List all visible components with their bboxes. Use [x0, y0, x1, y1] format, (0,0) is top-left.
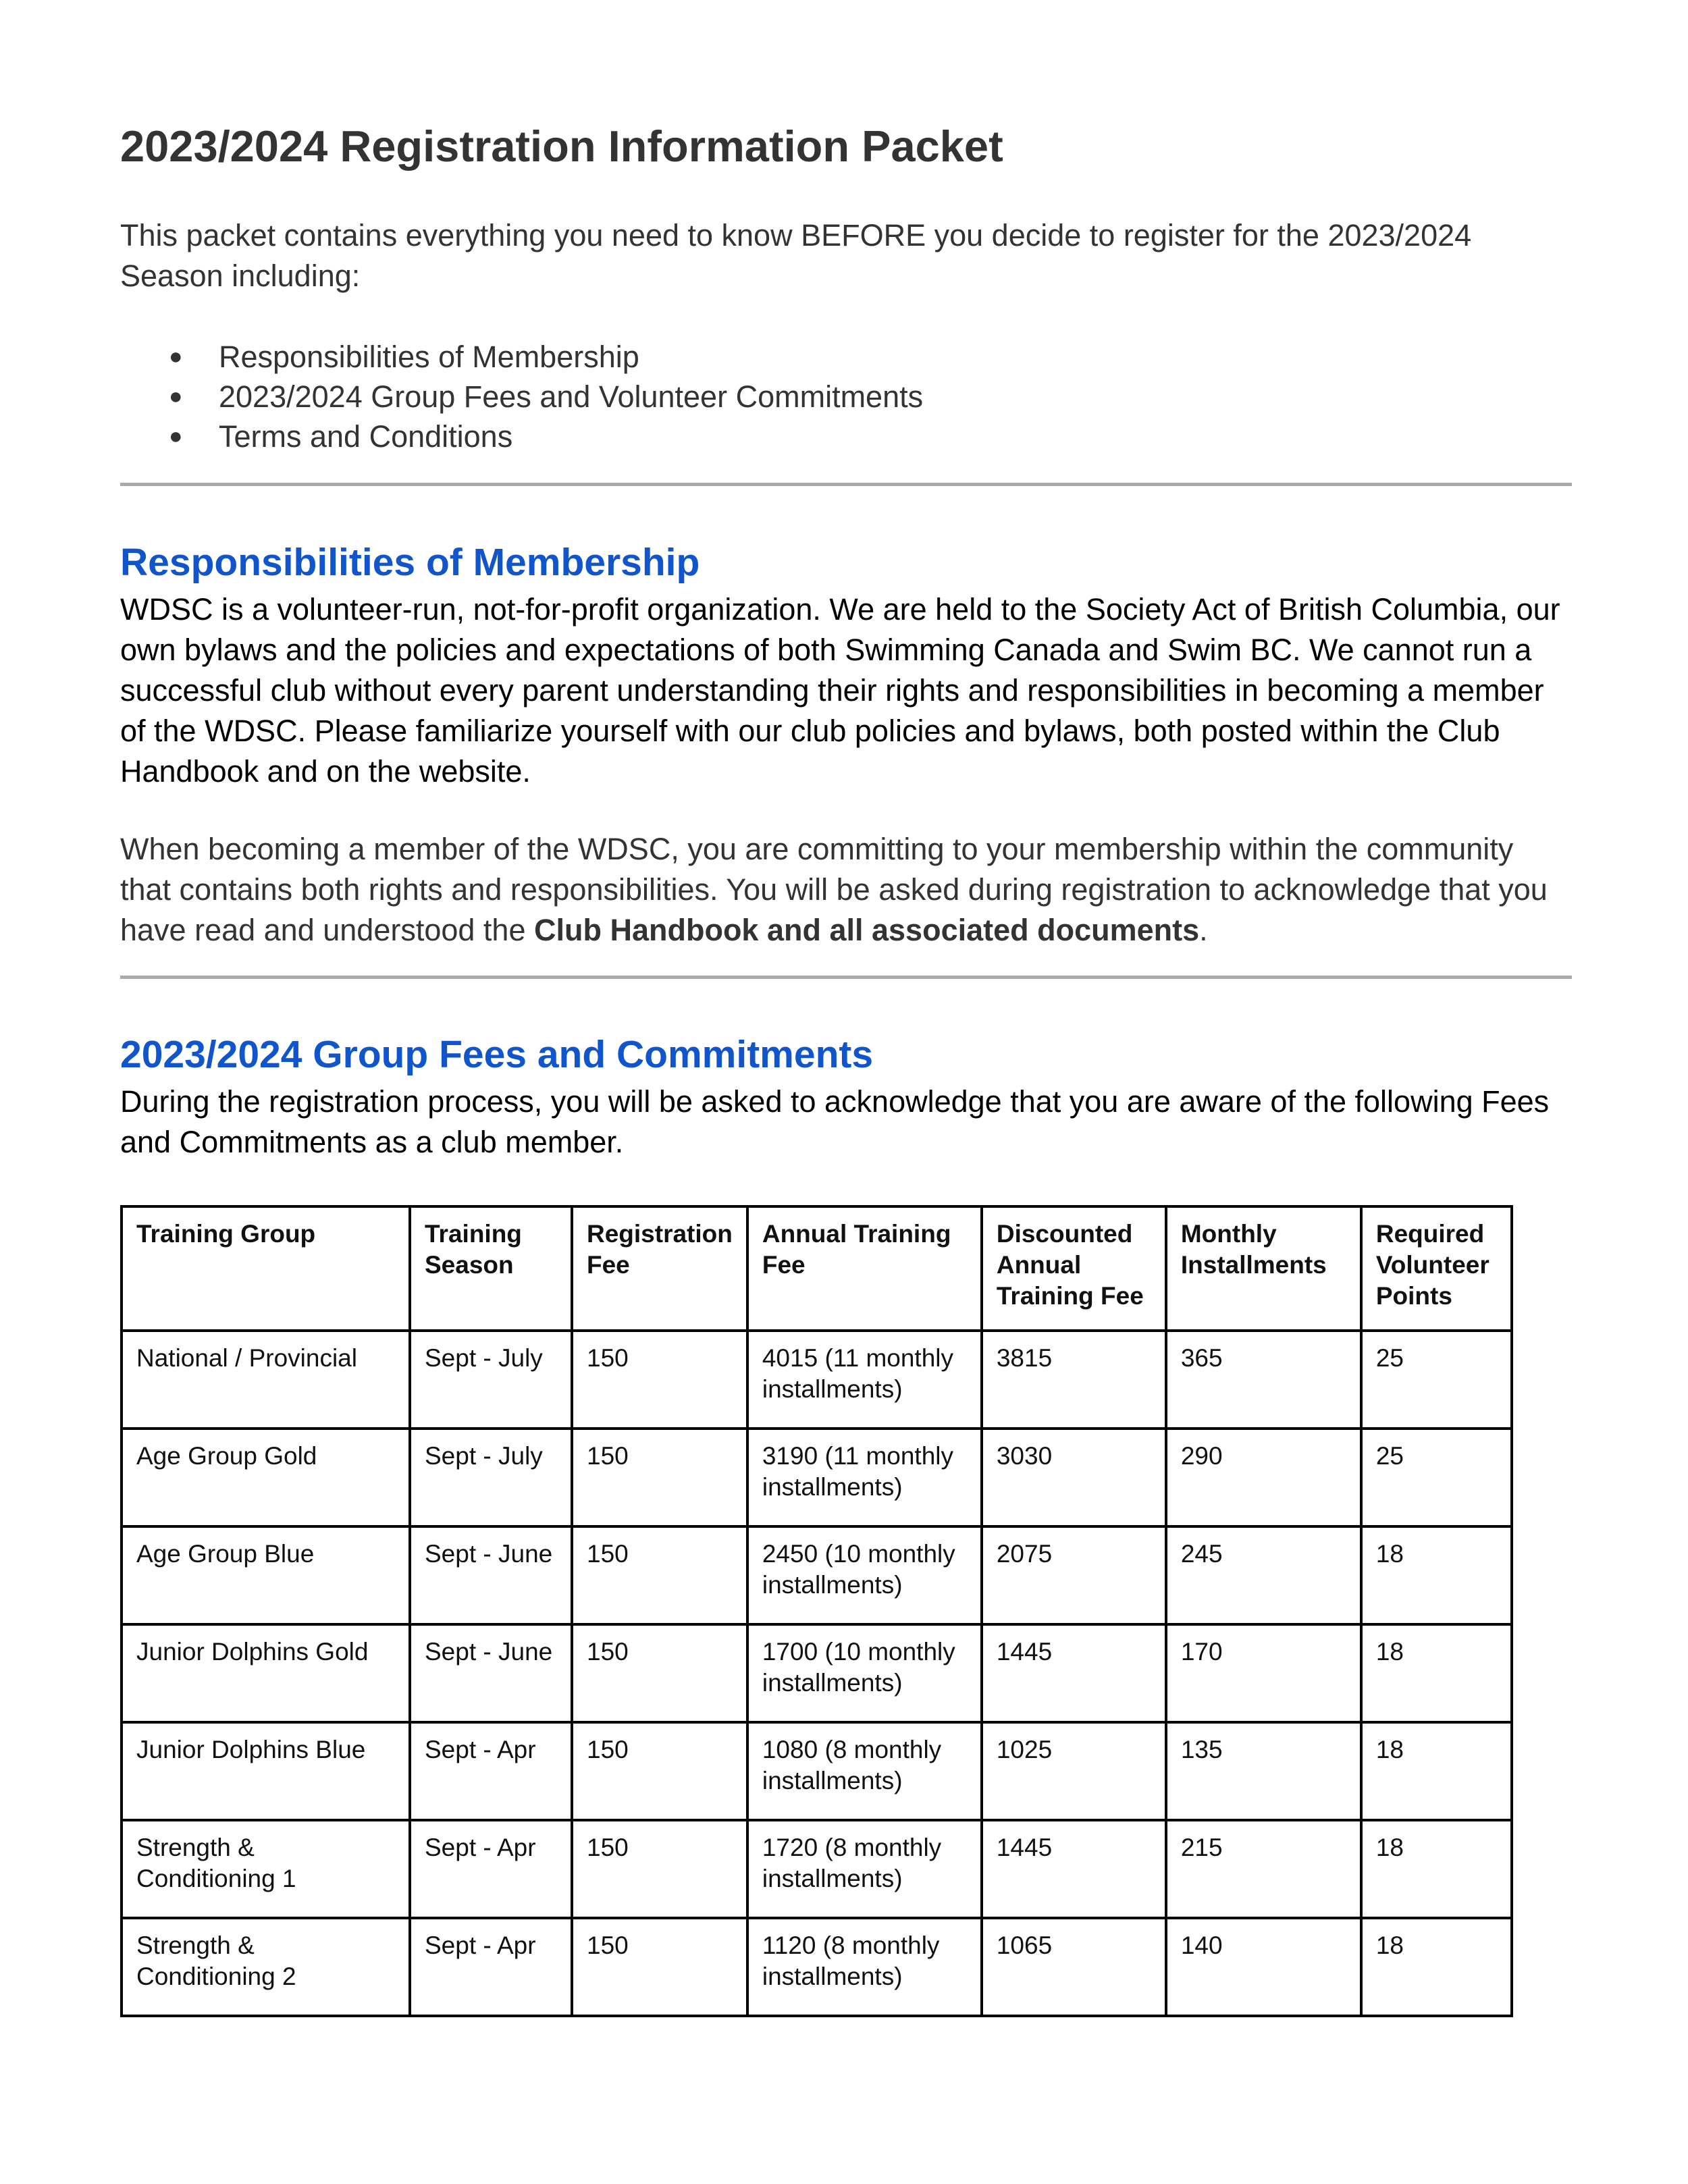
table-cell: 18: [1359, 1819, 1513, 1919]
table-cell: Sept - Apr: [408, 1819, 573, 1919]
membership-text: When becoming a member of the WDSC, you …: [120, 832, 1548, 947]
table-cell: 150: [571, 1721, 749, 1821]
table-cell: Junior Dolphins Blue: [120, 1721, 411, 1821]
table-cell: 135: [1164, 1721, 1363, 1821]
table-cell: 150: [571, 1623, 749, 1724]
table-cell: 1720 (8 monthly installments): [745, 1819, 983, 1919]
list-item: Terms and Conditions: [120, 417, 923, 456]
table-cell: 140: [1164, 1917, 1363, 2017]
table-cell: Sept - June: [408, 1623, 573, 1724]
table-row: Junior Dolphins Blue Sept - Apr 150 1080 (8…: [120, 1721, 1513, 1821]
fees-heading: 2023/2024 Group Fees and Commitments: [120, 1033, 874, 1076]
table-cell: 3030: [980, 1427, 1167, 1528]
column-header: Required Volunteer Points: [1359, 1205, 1513, 1332]
table-cell: Junior Dolphins Gold: [120, 1623, 411, 1724]
contents-list: Responsibilities of Membership 2023/2024…: [120, 337, 923, 456]
fees-table: Training Group Training Season Registratio…: [120, 1205, 1513, 2017]
column-header: Training Season: [408, 1205, 573, 1332]
handbook-emphasis: Club Handbook and all associated documen…: [533, 913, 1200, 947]
table-cell: 215: [1164, 1819, 1363, 1919]
table-cell: 2450 (10 monthly installments): [745, 1525, 983, 1626]
table-cell: 365: [1164, 1329, 1363, 1430]
table-header-row: Training Group Training Season Registratio…: [120, 1205, 1513, 1332]
table-cell: 1445: [980, 1623, 1167, 1724]
table-cell: Age Group Gold: [120, 1427, 411, 1528]
table-cell: Sept - Apr: [408, 1721, 573, 1821]
divider: [120, 483, 1572, 486]
table-cell: 18: [1359, 1525, 1513, 1626]
table-cell: 1080 (8 monthly installments): [745, 1721, 983, 1821]
column-header: Monthly Installments: [1164, 1205, 1363, 1332]
table-cell: 25: [1359, 1329, 1513, 1430]
table-row: Age Group Gold Sept - July 150 3190 (11 mon…: [120, 1427, 1513, 1528]
table-cell: 4015 (11 monthly installments): [745, 1329, 983, 1430]
fees-paragraph: During the registration process, you wil…: [120, 1084, 1550, 1159]
table-cell: 1700 (10 monthly installments): [745, 1623, 983, 1724]
table-cell: 150: [571, 1329, 749, 1430]
table-cell: 18: [1359, 1917, 1513, 2017]
column-header: Registration Fee: [571, 1205, 749, 1332]
table-cell: 150: [571, 1819, 749, 1919]
column-header: Annual Training Fee: [745, 1205, 983, 1332]
table-cell: 150: [571, 1427, 749, 1528]
table-cell: 25: [1359, 1427, 1513, 1528]
divider: [120, 976, 1572, 979]
table-cell: 150: [571, 1525, 749, 1626]
table-row: National / Provincial Sept - July 150 4015 …: [120, 1329, 1513, 1430]
page-title: 2023/2024 Registration Information Packe…: [120, 122, 1003, 171]
table-cell: Sept - July: [408, 1427, 573, 1528]
table-row: Junior Dolphins Gold Sept - June 150 1700 (…: [120, 1623, 1513, 1724]
table-cell: Strength & Conditioning 2: [120, 1917, 411, 2017]
table-row: Strength & Conditioning 2 Sept - Apr 150 11…: [120, 1917, 1513, 2017]
table-cell: Sept - Apr: [408, 1917, 573, 2017]
period: .: [1199, 913, 1208, 947]
table-cell: Strength & Conditioning 1: [120, 1819, 411, 1919]
table-cell: National / Provincial: [120, 1329, 411, 1430]
responsibilities-paragraph: WDSC is a volunteer-run, not-for-profit …: [120, 592, 1560, 789]
table-cell: 18: [1359, 1721, 1513, 1821]
intro-text: This packet contains everything you need…: [120, 218, 1472, 293]
table-cell: Age Group Blue: [120, 1525, 411, 1626]
membership-paragraph: When becoming a member of the WDSC, you …: [120, 829, 1572, 951]
list-item: Responsibilities of Membership: [120, 337, 923, 377]
table-cell: 1025: [980, 1721, 1167, 1821]
table-cell: Sept - July: [408, 1329, 573, 1430]
table-cell: 3815: [980, 1329, 1167, 1430]
table-row: Strength & Conditioning 1 Sept - Apr 150 17…: [120, 1819, 1513, 1919]
table-row: Age Group Blue Sept - June 150 2450 (10 mon…: [120, 1525, 1513, 1626]
column-header: Discounted Annual Training Fee: [980, 1205, 1167, 1332]
responsibilities-heading: Responsibilities of Membership: [120, 541, 700, 584]
table-cell: 290: [1164, 1427, 1363, 1528]
table-cell: 1120 (8 monthly installments): [745, 1917, 983, 2017]
table-cell: 1065: [980, 1917, 1167, 2017]
table-cell: 1445: [980, 1819, 1167, 1919]
column-header: Training Group: [120, 1205, 411, 1332]
table-cell: 170: [1164, 1623, 1363, 1724]
table-cell: 3190 (11 monthly installments): [745, 1427, 983, 1528]
list-item: 2023/2024 Group Fees and Volunteer Commi…: [120, 377, 923, 417]
table-cell: 245: [1164, 1525, 1363, 1626]
table-cell: 2075: [980, 1525, 1167, 1626]
table-cell: 18: [1359, 1623, 1513, 1724]
table-cell: 150: [571, 1917, 749, 2017]
table-cell: Sept - June: [408, 1525, 573, 1626]
